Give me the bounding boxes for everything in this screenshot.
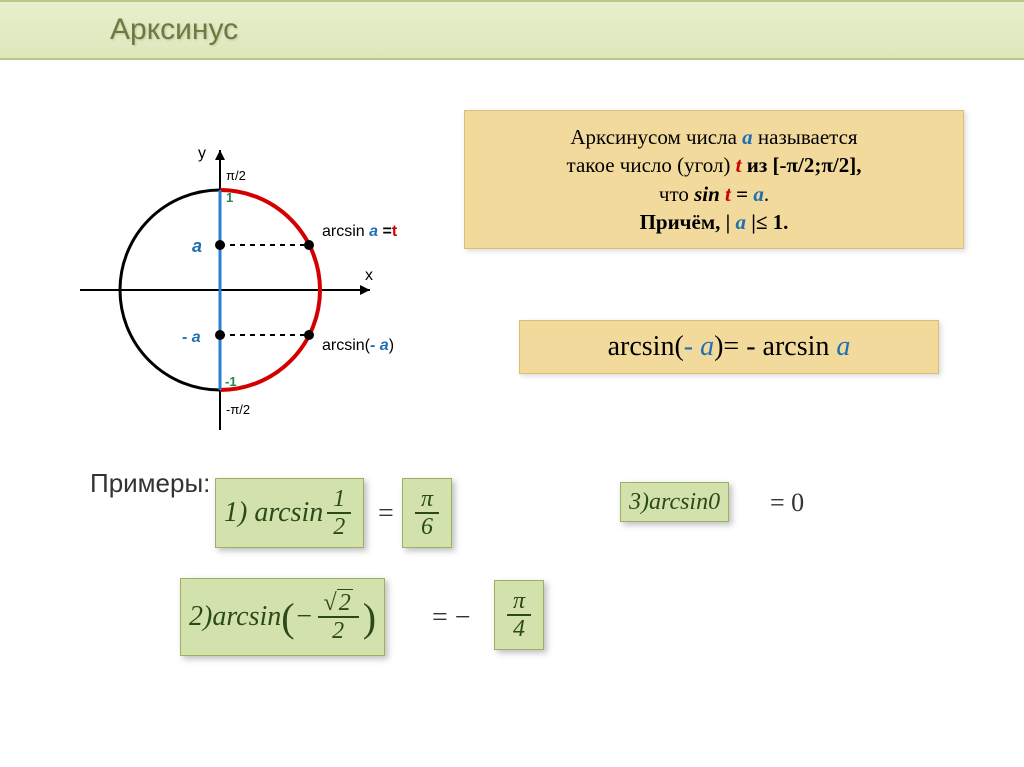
identity-text: )= - arcsin: [714, 331, 836, 362]
pi2-top: π/2: [226, 168, 246, 183]
def-a: а: [736, 210, 747, 234]
neg-one-label: -1: [225, 374, 237, 389]
page-title: Арксинус: [110, 13, 238, 47]
ex2-res-den: 4: [507, 616, 531, 642]
ex1-res: π 6: [415, 486, 439, 541]
identity-a: a: [836, 331, 850, 362]
example-1-rhs: π 6: [402, 478, 452, 548]
open-paren: (: [281, 594, 294, 641]
x-arrow: [360, 285, 370, 295]
y-arrow: [215, 150, 225, 160]
close-paren: ): [363, 594, 376, 641]
def-text: .: [764, 182, 769, 206]
def-text: называется: [753, 125, 858, 149]
ex2-eq: = −: [432, 602, 471, 634]
neg-a-label: - a: [182, 329, 201, 346]
ex2-label: 2)arcsin: [189, 601, 281, 633]
ex2-neg: −: [295, 601, 314, 633]
example-2-lhs: 2)arcsin ( − √2 2 ): [180, 578, 385, 656]
def-a: а: [753, 182, 764, 206]
pi2-bot: -π/2: [226, 402, 250, 417]
identity-text: arcsin(: [608, 331, 684, 362]
ex1-res-den: 6: [415, 514, 439, 540]
ex1-label: 1) arcsin: [224, 497, 323, 529]
identity-a: a: [700, 331, 714, 362]
ex1-res-num: π: [415, 486, 439, 514]
identity-box: arcsin(- a)= - arcsin a: [519, 320, 939, 374]
ex3-label: 3)arcsin0: [629, 489, 720, 516]
def-text: из [-π/2;π/2],: [742, 153, 862, 177]
def-text: такое число (угол): [567, 153, 736, 177]
ex2-num: √2: [318, 590, 359, 618]
title-bar: Арксинус: [0, 0, 1024, 60]
identity-neg: -: [684, 331, 700, 362]
example-2-rhs: π 4: [494, 580, 544, 650]
arcsin-a-label: arcsin a =t: [322, 223, 398, 240]
def-text: что: [659, 182, 694, 206]
ex1-num: 1: [327, 486, 351, 514]
ex2-res: π 4: [507, 588, 531, 643]
unit-circle-diagram: y x π/2 -π/2 1 -1 a - a arcsin a =t arcs…: [70, 130, 410, 460]
example-3-lhs: 3)arcsin0: [620, 482, 729, 522]
ex3-eq: = 0: [770, 488, 804, 518]
one-label: 1: [226, 190, 233, 205]
y-label: y: [198, 145, 206, 162]
arcsin-neg-a-label: arcsin(- a): [322, 337, 394, 354]
def-text: Арксинусом числа: [570, 125, 742, 149]
def-text: Причём, |: [640, 210, 736, 234]
def-text: |≤ 1.: [746, 210, 788, 234]
ex1-den: 2: [327, 514, 351, 540]
examples-label: Примеры:: [90, 468, 210, 499]
ex1-frac: 1 2: [327, 486, 351, 541]
def-a: а: [742, 125, 753, 149]
def-sin: sin: [694, 182, 725, 206]
example-1-lhs: 1) arcsin 1 2: [215, 478, 364, 548]
def-eq: =: [731, 182, 753, 206]
ex2-den: 2: [326, 618, 350, 644]
ex1-eq: =: [378, 498, 394, 530]
x-label: x: [365, 267, 373, 284]
definition-box: Арксинусом числа а называется такое числ…: [464, 110, 964, 249]
ex2-res-num: π: [507, 588, 531, 616]
ex2-frac: √2 2: [318, 590, 359, 645]
a-label: a: [192, 236, 202, 256]
